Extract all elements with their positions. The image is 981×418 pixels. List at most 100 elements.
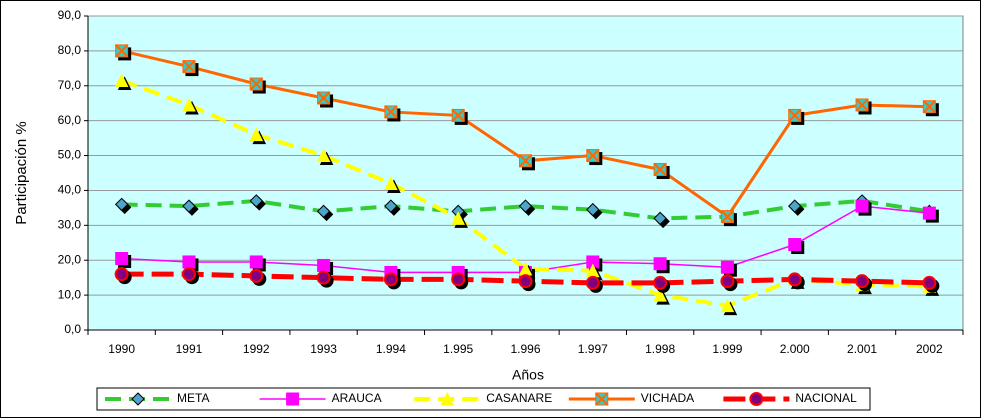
- marker-shape: [182, 97, 196, 112]
- marker-x: [518, 154, 533, 168]
- marker: [653, 257, 667, 271]
- marker: [249, 194, 263, 208]
- marker-shape: [131, 392, 145, 406]
- x-tick-label: 1.999: [712, 342, 742, 356]
- marker-shape: [181, 267, 196, 282]
- marker: [114, 73, 129, 88]
- marker: [922, 100, 937, 114]
- marker: [114, 197, 129, 212]
- marker: [586, 202, 600, 217]
- legend-marker: [286, 392, 300, 406]
- marker-shape: [317, 258, 331, 272]
- legend-label: VICHADA: [641, 391, 694, 405]
- marker: [518, 154, 533, 168]
- y-tick-label: 40,0: [58, 183, 82, 197]
- y-axis-label: Participación %: [13, 121, 30, 224]
- marker-shape: [922, 206, 936, 220]
- marker: [788, 238, 802, 252]
- marker-shape: [249, 127, 264, 142]
- marker-shape: [316, 204, 331, 219]
- x-tick-label: 1.996: [510, 342, 540, 356]
- marker: [181, 267, 196, 282]
- marker: [249, 255, 263, 269]
- marker: [518, 274, 533, 289]
- marker-x: [249, 77, 263, 91]
- marker-x: [855, 98, 869, 112]
- marker-shape: [384, 199, 398, 213]
- marker-shape: [249, 194, 263, 208]
- marker-x: [720, 209, 735, 224]
- marker-x: [451, 108, 465, 123]
- marker: [788, 108, 802, 123]
- marker: [518, 199, 533, 213]
- marker-shape: [115, 251, 129, 265]
- marker-shape: [720, 298, 735, 313]
- x-tick-label: 2002: [916, 342, 943, 356]
- marker: [653, 162, 667, 177]
- x-tick-label: 1.997: [578, 342, 608, 356]
- marker: [855, 98, 869, 112]
- marker-x: [182, 59, 196, 74]
- marker-shape: [585, 275, 600, 290]
- x-tick-label: 2.001: [847, 342, 877, 356]
- y-tick-label: 70,0: [58, 78, 82, 92]
- marker: [316, 204, 331, 219]
- marker: [653, 287, 667, 302]
- y-tick-label: 90,0: [58, 8, 82, 22]
- marker: [384, 176, 398, 190]
- marker-shape: [451, 272, 466, 287]
- marker-x: [586, 148, 600, 163]
- marker: [788, 199, 802, 213]
- marker-shape: [440, 391, 455, 406]
- marker: [922, 275, 937, 290]
- y-tick-label: 60,0: [58, 113, 82, 127]
- marker-x: [653, 162, 667, 177]
- marker: [182, 255, 196, 269]
- marker: [653, 211, 667, 226]
- marker-shape: [114, 197, 129, 212]
- marker: [855, 274, 870, 289]
- marker-shape: [316, 270, 331, 285]
- marker-shape: [720, 260, 734, 274]
- marker-shape: [720, 274, 735, 289]
- marker: [316, 270, 331, 285]
- marker-shape: [383, 272, 398, 287]
- marker: [720, 298, 735, 313]
- marker: [182, 59, 196, 74]
- legend-marker: [440, 391, 455, 406]
- legend-marker: [749, 392, 764, 406]
- marker-shape: [653, 211, 667, 226]
- marker: [249, 77, 263, 91]
- marker-shape: [518, 199, 533, 213]
- marker: [720, 274, 735, 289]
- marker: [383, 272, 398, 287]
- marker: [114, 44, 129, 58]
- x-axis-label: Años: [512, 367, 544, 383]
- marker: [451, 211, 466, 225]
- marker-shape: [788, 199, 802, 213]
- legend-marker: [595, 392, 609, 406]
- y-tick-label: 10,0: [58, 287, 82, 301]
- marker-shape: [182, 255, 196, 269]
- marker-x: [316, 91, 331, 105]
- marker: [249, 268, 264, 283]
- marker-shape: [855, 199, 869, 213]
- marker-shape: [249, 255, 263, 269]
- marker-shape: [518, 274, 533, 289]
- marker: [114, 267, 129, 282]
- marker: [720, 209, 735, 224]
- marker: [384, 105, 398, 119]
- marker: [115, 251, 129, 265]
- marker-shape: [653, 275, 668, 290]
- marker-shape: [787, 272, 802, 287]
- marker: [585, 275, 600, 290]
- marker: [922, 206, 936, 220]
- marker-shape: [182, 199, 196, 213]
- x-tick-label: 1992: [243, 342, 270, 356]
- legend-label: ARAUCA: [332, 391, 382, 405]
- x-tick-label: 1.998: [645, 342, 675, 356]
- marker: [316, 91, 331, 105]
- marker-shape: [653, 257, 667, 271]
- marker: [855, 199, 869, 213]
